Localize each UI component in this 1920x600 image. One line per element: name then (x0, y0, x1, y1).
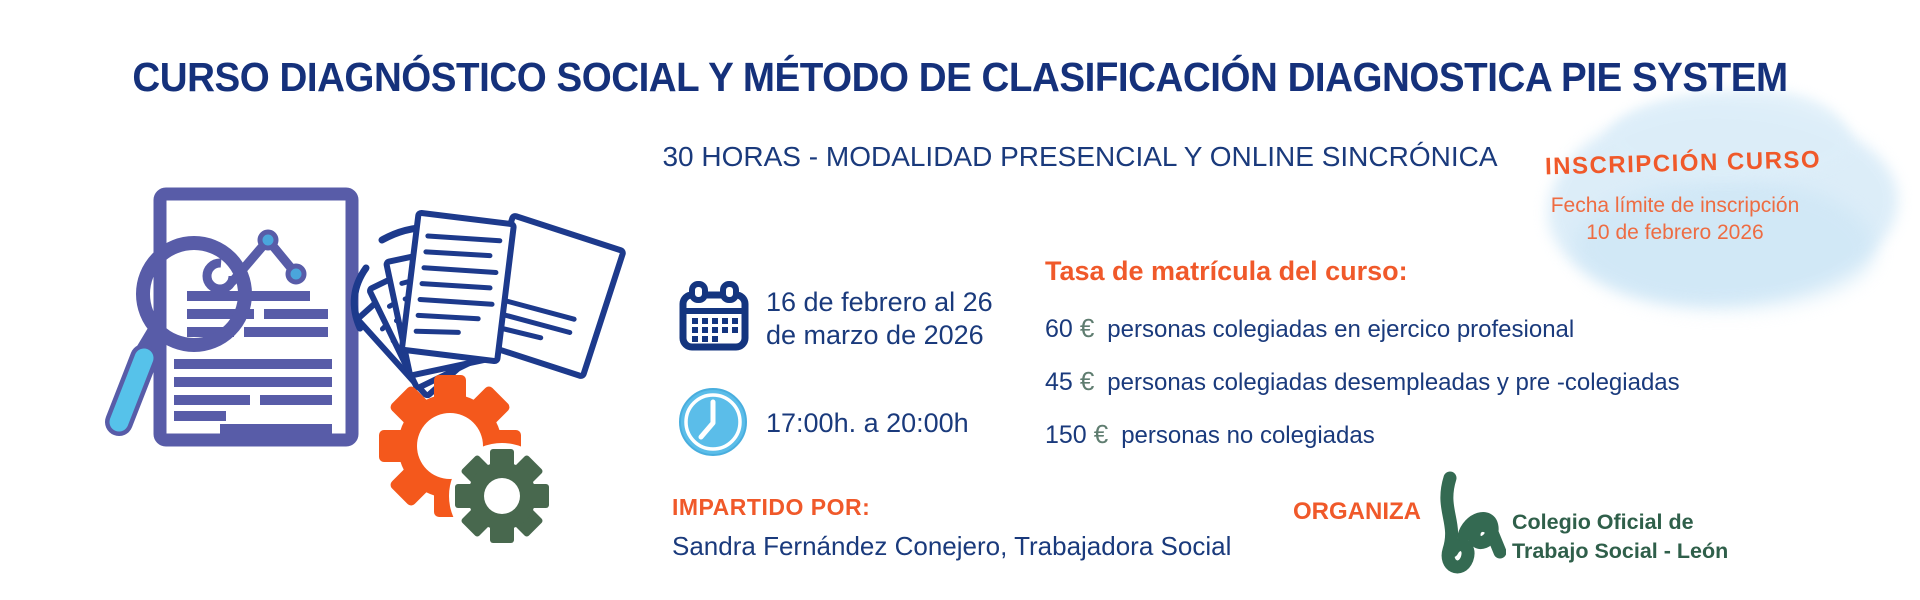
papers-icon (350, 210, 626, 399)
instructor-name: Sandra Fernández Conejero, Trabajadora S… (672, 531, 1232, 561)
inscription-heading: INSCRIPCIÓN CURSO (1544, 146, 1822, 181)
fee-description: personas colegiadas desempleadas y pre -… (1107, 369, 1680, 396)
euro-icon: € (1093, 419, 1109, 449)
inscription-panel: INSCRIPCIÓN CURSO Fecha límite de inscri… (1544, 146, 1822, 245)
page-subtitle: 30 HORAS - MODALIDAD PRESENCIAL Y ONLINE… (662, 141, 1498, 172)
fee-amount: 60 (1045, 315, 1073, 343)
course-time: 17:00h. a 20:00h (766, 408, 969, 438)
gears-icon (379, 375, 555, 549)
fee-row: 60 € personas colegiadas en ejercico pro… (1045, 313, 1745, 344)
organizer-heading: ORGANIZA (1293, 498, 1421, 525)
organizer-logo-text: Colegio Oficial de Trabajo Social - León (1512, 508, 1728, 566)
fee-row: 150 € personas no colegiadas (1045, 419, 1745, 450)
trabajo-social-logo-mark (1440, 471, 1506, 574)
course-dates-line1: 16 de febrero al 26 (766, 287, 993, 317)
course-dates: 16 de febrero al 26 de marzo de 2026 (766, 286, 993, 353)
organizer-logo-line1: Colegio Oficial de (1512, 510, 1694, 534)
instructor-heading: IMPARTIDO POR: (672, 494, 871, 520)
clock-icon (679, 388, 747, 456)
inscription-deadline-date: 10 de febrero 2026 (1586, 221, 1764, 244)
magnifier-document-icon (105, 187, 359, 447)
fees-section: Tasa de matrícula del curso: 60 € person… (1045, 256, 1745, 450)
course-dates-line2: de marzo de 2026 (766, 320, 984, 351)
euro-icon: € (1079, 313, 1095, 343)
page-title: CURSO DIAGNÓSTICO SOCIAL Y MÉTODO DE CLA… (132, 54, 1788, 100)
fees-heading: Tasa de matrícula del curso: (1045, 256, 1408, 286)
instructor-section: IMPARTIDO POR: Sandra Fernández Conejero… (672, 494, 1231, 562)
euro-icon: € (1079, 366, 1095, 396)
organizer-logo-line2: Trabajo Social - León (1512, 539, 1729, 564)
calendar-icon (679, 281, 749, 351)
fee-amount: 45 (1045, 368, 1073, 396)
inscription-deadline-label: Fecha límite de inscripción (1550, 194, 1800, 217)
fee-description: personas colegiadas en ejercico profesio… (1107, 316, 1575, 343)
fee-row: 45 € personas colegiadas desempleadas y … (1045, 366, 1745, 397)
fee-description: personas no colegiadas (1121, 422, 1375, 449)
course-illustration (105, 187, 626, 549)
fee-amount: 150 (1045, 421, 1087, 449)
